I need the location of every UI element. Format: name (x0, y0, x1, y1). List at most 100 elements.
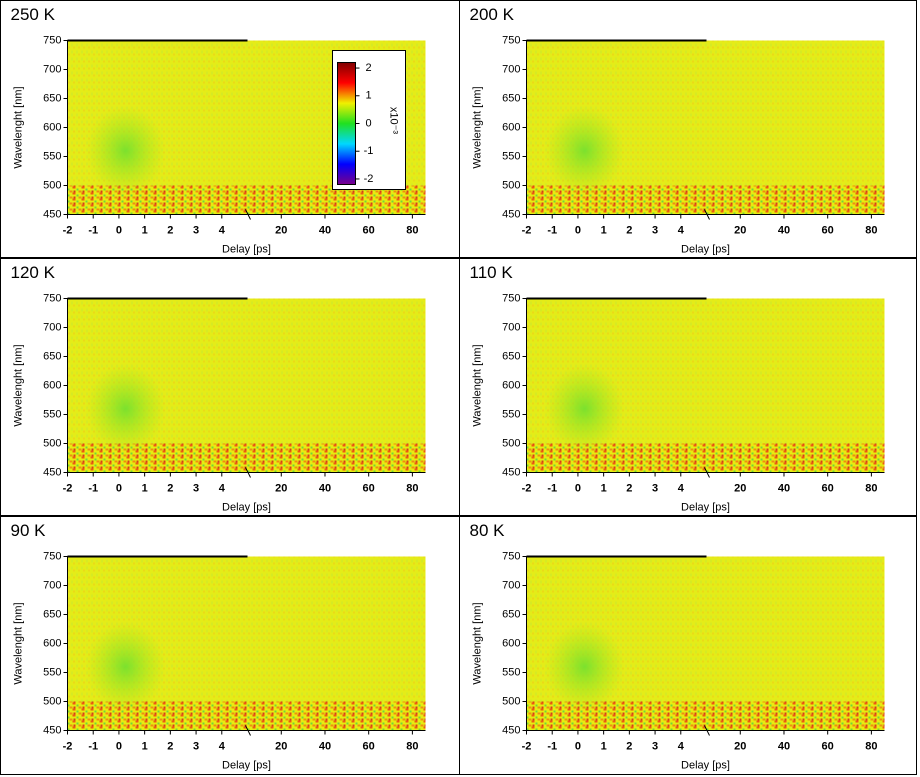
x-tick-label: 80 (406, 224, 418, 236)
y-tick-label: 550 (502, 150, 520, 162)
x-tick-label: 4 (678, 482, 685, 494)
x-tick-label: 3 (193, 740, 199, 752)
colorbar-tick-label: 1 (365, 90, 371, 102)
x-tick-label: -1 (547, 740, 557, 752)
y-tick-label: 600 (43, 637, 61, 649)
axis-break (704, 725, 710, 736)
axis-break (245, 209, 251, 220)
x-tick-label: 40 (778, 482, 790, 494)
heatmap-feature (544, 621, 625, 712)
panel-title: 80 K (470, 521, 506, 540)
x-axis-label: Delay [ps] (681, 501, 730, 513)
panel-border (459, 516, 917, 775)
colorbar-tick-label: -1 (364, 145, 374, 157)
x-tick-label: -1 (547, 224, 557, 236)
x-tick-label: 80 (406, 482, 418, 494)
x-tick-label: 4 (219, 224, 226, 236)
y-tick-label: 750 (43, 34, 61, 46)
y-tick-label: 650 (502, 350, 520, 362)
y-tick-label: 450 (43, 724, 61, 736)
x-axis-label: Delay [ps] (681, 759, 730, 771)
x-axis-label: Delay [ps] (222, 501, 271, 513)
x-axis-label: Delay [ps] (222, 759, 271, 771)
x-tick-label: -2 (522, 740, 532, 752)
y-tick-label: 550 (43, 150, 61, 162)
axis-break (704, 209, 710, 220)
y-tick-label: 550 (43, 666, 61, 678)
heatmap-feature (85, 621, 166, 712)
y-tick-label: 750 (502, 550, 520, 562)
x-tick-label: 3 (193, 482, 199, 494)
y-tick-label: 500 (43, 695, 61, 707)
x-tick-label: 20 (275, 224, 287, 236)
panel: 200 K 450 500 550 600 650 700 750 -2 -1 0 1 2 3 4 20 40 6… (459, 0, 917, 258)
x-tick-label: -1 (547, 482, 557, 494)
x-tick-label: 60 (822, 482, 834, 494)
panel: 110 K 450 500 550 600 650 700 750 -2 -1 0 1 2 3 4 20 40 6… (459, 258, 917, 516)
y-tick-label: 600 (43, 121, 61, 133)
x-tick-label: -1 (88, 740, 98, 752)
x-tick-label: 0 (116, 740, 122, 752)
heatmap-feature (544, 363, 625, 454)
x-tick-label: 4 (678, 224, 685, 236)
x-tick-label: 2 (167, 224, 173, 236)
y-tick-label: 450 (43, 466, 61, 478)
y-tick-label: 750 (43, 292, 61, 304)
x-tick-label: 2 (626, 740, 632, 752)
colorbar-tick-label: 2 (365, 62, 371, 74)
panel-title: 110 K (470, 263, 514, 282)
x-tick-label: 3 (652, 740, 658, 752)
panel: 90 K 450 500 550 600 650 700 750 -2 -1 0 1 2 3 4 20 40 60… (0, 516, 460, 775)
y-axis-label: Wavelenght [nm] (12, 86, 24, 168)
y-tick-label: 750 (502, 34, 520, 46)
y-tick-label: 600 (502, 637, 520, 649)
x-tick-label: 0 (575, 482, 581, 494)
x-tick-label: 4 (219, 740, 226, 752)
x-tick-label: -2 (522, 482, 532, 494)
y-tick-label: 650 (502, 608, 520, 620)
x-tick-label: 20 (275, 482, 287, 494)
x-axis-label: Delay [ps] (222, 243, 271, 255)
x-tick-label: 60 (363, 482, 375, 494)
x-tick-label: 40 (319, 482, 331, 494)
x-tick-label: 20 (275, 740, 287, 752)
x-tick-label: 2 (626, 482, 632, 494)
x-tick-label: 0 (575, 224, 581, 236)
panel-border (459, 258, 917, 516)
x-tick-label: 3 (193, 224, 199, 236)
heatmap-feature (85, 363, 166, 454)
y-tick-label: 750 (502, 292, 520, 304)
x-tick-label: 1 (601, 740, 607, 752)
panel: 80 K 450 500 550 600 650 700 750 -2 -1 0 1 2 3 4 20 40 60… (459, 516, 917, 775)
panel-title: 120 K (11, 263, 56, 282)
x-tick-label: 1 (142, 482, 148, 494)
x-tick-label: -2 (522, 224, 532, 236)
y-tick-label: 450 (502, 466, 520, 478)
y-tick-label: 450 (43, 208, 61, 220)
y-tick-label: 700 (43, 321, 61, 333)
y-axis-label: Wavelenght [nm] (471, 86, 483, 168)
panel-border (459, 0, 917, 258)
x-tick-label: 40 (778, 740, 790, 752)
x-tick-label: 0 (116, 482, 122, 494)
x-tick-label: 20 (734, 224, 746, 236)
y-tick-label: 650 (43, 92, 61, 104)
y-tick-label: 500 (502, 437, 520, 449)
x-tick-label: 80 (865, 740, 877, 752)
heatmap-feature (85, 105, 166, 196)
colorbar-tick-label: 0 (365, 117, 371, 129)
x-tick-label: 40 (778, 224, 790, 236)
x-tick-label: 4 (678, 740, 685, 752)
x-tick-label: -2 (63, 740, 73, 752)
x-tick-label: 20 (734, 740, 746, 752)
x-tick-label: 60 (822, 224, 834, 236)
x-tick-label: 80 (406, 740, 418, 752)
x-tick-label: 60 (822, 740, 834, 752)
x-tick-label: 40 (319, 224, 331, 236)
x-tick-label: 1 (142, 740, 148, 752)
y-axis-label: Wavelenght [nm] (12, 344, 24, 426)
x-tick-label: 0 (116, 224, 122, 236)
y-tick-label: 700 (43, 579, 61, 591)
